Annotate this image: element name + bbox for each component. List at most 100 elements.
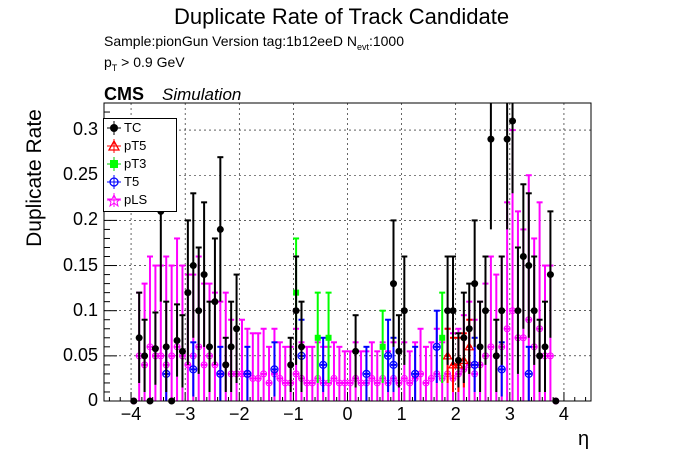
data-point [541, 343, 549, 351]
data-layer [130, 103, 560, 405]
data-point [157, 352, 165, 360]
data-point [389, 360, 398, 369]
data-point [265, 379, 273, 387]
x-tick-label: 1 [396, 404, 407, 424]
data-point [432, 342, 441, 351]
data-point [406, 379, 414, 387]
data-point [400, 374, 408, 382]
y-tick-label: 0.15 [62, 254, 98, 275]
x-tick-label: −2 [229, 404, 250, 424]
data-point [449, 307, 457, 315]
data-point [503, 135, 511, 143]
legend-item-pt5: pT5 [104, 137, 176, 155]
data-point [233, 325, 241, 333]
data-point [211, 298, 219, 306]
x-tick-label: −4 [120, 404, 142, 424]
data-point [352, 347, 360, 355]
x-tick-label: 0 [342, 404, 353, 424]
marker-triangle-icon [107, 139, 121, 153]
x-tick-label: 3 [504, 404, 515, 424]
marker-square-icon [107, 157, 121, 171]
data-point [292, 307, 300, 315]
data-point [270, 365, 279, 374]
sample-text: Sample:pionGun Version tag:1b12eeD N [104, 33, 357, 49]
data-point [319, 360, 328, 369]
legend-item-tc: TC [104, 119, 176, 137]
legend: TC pT5 pT3 T5 pLS [103, 118, 177, 212]
marker-star-icon [106, 193, 122, 208]
data-point [525, 262, 533, 270]
data-point [368, 374, 376, 382]
data-point [173, 336, 181, 344]
y-tick-label: 0.1 [72, 299, 98, 320]
data-point [222, 361, 230, 369]
data-point [509, 117, 517, 125]
data-point [487, 135, 495, 143]
y-axis-label: Duplicate Rate [23, 109, 46, 247]
data-point [287, 361, 295, 369]
data-point [189, 365, 198, 374]
data-point [227, 343, 235, 351]
data-point [168, 352, 176, 360]
x-tick-label: −3 [174, 404, 196, 424]
data-point [276, 374, 284, 382]
data-point [243, 369, 252, 379]
data-point [389, 280, 397, 288]
data-point [514, 307, 522, 315]
data-point [427, 374, 435, 382]
data-point [162, 343, 170, 351]
data-point [422, 379, 430, 387]
legend-item-t5: T5 [104, 173, 176, 191]
data-point [530, 307, 538, 315]
data-point [395, 347, 403, 355]
legend-label-pls: pLS [124, 192, 148, 207]
marker-circle-filled-icon [107, 121, 121, 135]
data-point [362, 369, 371, 379]
data-point [178, 347, 186, 355]
simulation-label: Simulation [162, 85, 242, 104]
x-tick-label: 2 [450, 404, 461, 424]
chart-title: Duplicate Rate of Track Candidate [174, 4, 510, 29]
marker-circle-open-icon [107, 175, 121, 189]
data-point [184, 289, 192, 297]
x-axis-label: η [578, 428, 590, 450]
sample-sub: evt [356, 41, 369, 52]
data-point [519, 253, 527, 261]
data-point [536, 352, 544, 360]
data-point [383, 351, 393, 360]
data-point [487, 343, 495, 351]
data-point [141, 352, 149, 360]
data-point [135, 334, 143, 342]
pt-cut: pT > 0.9 GeV [104, 54, 185, 73]
data-point [454, 356, 462, 364]
data-point [471, 280, 479, 288]
x-tick-label: −1 [283, 404, 304, 424]
legend-label-t5: T5 [124, 174, 140, 189]
data-point [476, 343, 484, 351]
data-point [470, 360, 479, 369]
pt-main: p [104, 54, 112, 70]
data-point [298, 343, 306, 351]
data-point [444, 307, 452, 315]
data-point [216, 369, 225, 379]
y-tick-label: 0 [87, 390, 98, 410]
data-point [330, 374, 338, 382]
series-tc [130, 103, 560, 405]
data-point [400, 307, 408, 315]
data-point [195, 307, 203, 315]
legend-item-pt3: pT3 [104, 155, 176, 173]
data-point [254, 374, 262, 382]
legend-label-tc: TC [124, 120, 142, 135]
data-point [447, 359, 459, 369]
data-point [189, 262, 197, 270]
data-point [308, 379, 316, 387]
data-point [481, 307, 489, 315]
pt-sub: T [111, 62, 118, 73]
data-point [260, 370, 268, 378]
data-point [346, 379, 354, 387]
y-tick-label: 0.05 [62, 344, 98, 365]
data-point [325, 334, 332, 341]
data-point [216, 225, 224, 233]
data-point [200, 271, 208, 279]
